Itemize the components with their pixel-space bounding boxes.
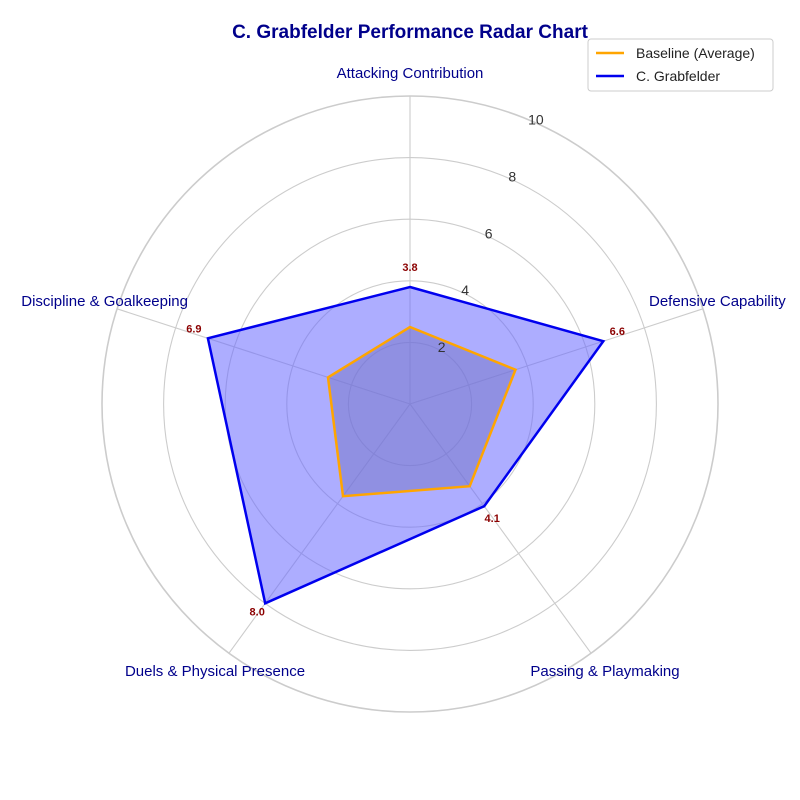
tick-label-8: 8 [508, 168, 516, 184]
tick-label-10: 10 [528, 111, 544, 127]
series-line-1 [206, 285, 606, 606]
category-label-4: Discipline & Goalkeeping [21, 293, 188, 310]
legend-label-baseline: Baseline (Average) [636, 45, 755, 61]
tick-label-2: 2 [438, 339, 446, 355]
chart-title: C. Grabfelder Performance Radar Chart [232, 22, 589, 43]
legend-box [587, 38, 774, 92]
data-label-4: 6.9 [186, 323, 201, 335]
data-label-2: 4.1 [485, 513, 500, 525]
radial-ticks: 2 4 6 8 10 [438, 111, 544, 355]
tick-label-6: 6 [485, 225, 493, 241]
radar-series [206, 285, 606, 606]
legend: Baseline (Average) C. Grabfelder [587, 38, 774, 92]
data-label-0: 3.8 [402, 262, 417, 274]
series-fill-1 [207, 287, 604, 604]
legend-label-player: C. Grabfelder [636, 68, 720, 84]
data-label-3: 8.0 [250, 606, 265, 618]
data-label-1: 6.6 [610, 326, 625, 338]
category-label-2: Passing & Playmaking [530, 663, 679, 680]
category-label-0: Attacking Contribution [337, 65, 484, 82]
category-label-3: Duels & Physical Presence [125, 663, 305, 680]
tick-label-4: 4 [461, 282, 469, 298]
series-line-0 [326, 325, 518, 498]
category-label-1: Defensive Capability [649, 293, 786, 310]
category-labels: Attacking Contribution Defensive Capabili… [21, 65, 786, 680]
data-labels: 3.8 6.6 4.1 8.0 6.9 [186, 262, 625, 618]
